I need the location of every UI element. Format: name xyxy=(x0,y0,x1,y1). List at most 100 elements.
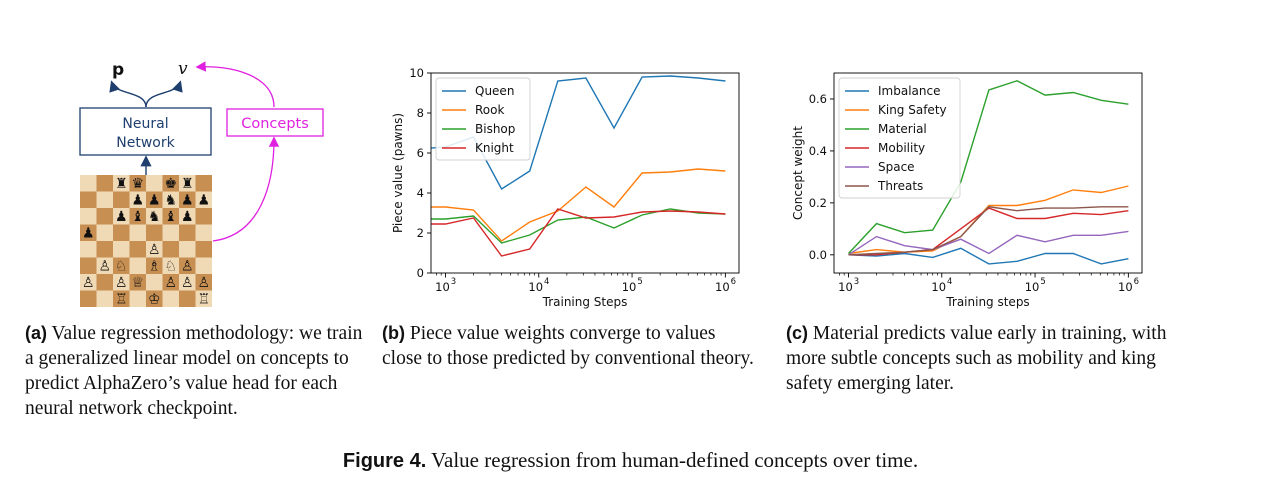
board-square xyxy=(80,241,97,258)
legend-label: Bishop xyxy=(475,122,515,136)
chess-piece: ♟ xyxy=(148,193,161,209)
legend-label: Threats xyxy=(877,179,923,193)
legend-label: Space xyxy=(878,160,915,174)
chess-piece: ♙ xyxy=(181,275,194,291)
chess-piece: ♕ xyxy=(131,275,144,291)
board-square xyxy=(113,241,130,258)
chess-piece: ♙ xyxy=(148,242,161,258)
chess-piece: ♖ xyxy=(115,292,128,308)
board-square xyxy=(179,224,196,241)
board-square xyxy=(96,191,113,208)
y-tick-label: 0.4 xyxy=(809,144,827,158)
board-square xyxy=(113,290,130,307)
chess-piece: ♜ xyxy=(115,176,128,192)
board-square xyxy=(162,208,179,225)
board-square xyxy=(96,274,113,291)
chess-piece: ♞ xyxy=(148,209,161,225)
y-tick-label: 10 xyxy=(409,66,424,80)
x-axis-label: Training Steps xyxy=(542,295,628,309)
caption-a-label: (a) xyxy=(25,323,47,343)
chess-piece: ♟ xyxy=(131,193,144,209)
board-square xyxy=(146,224,163,241)
chess-piece: ♙ xyxy=(82,275,95,291)
chess-piece: ♗ xyxy=(148,259,161,275)
board-square xyxy=(80,191,97,208)
board-square xyxy=(179,290,196,307)
legend-label: Material xyxy=(878,122,927,136)
board-square xyxy=(195,175,212,192)
legend-label: Queen xyxy=(475,84,514,98)
y-tick-label: 4 xyxy=(417,186,424,200)
chess-piece: ♖ xyxy=(197,292,210,308)
board-square xyxy=(80,224,97,241)
y-axis-label: Piece value (pawns) xyxy=(391,113,405,233)
board-square xyxy=(162,290,179,307)
board-square xyxy=(80,257,97,274)
board-square xyxy=(129,290,146,307)
x-tick-exponent: 3 xyxy=(451,277,456,287)
board-square xyxy=(162,241,179,258)
chess-piece: ♟ xyxy=(82,226,95,242)
legend-label: Knight xyxy=(475,141,514,155)
neural-network-label-line2: Network xyxy=(116,135,175,151)
y-tick-label: 0 xyxy=(417,266,424,280)
caption-c: (c) Material predicts value early in tra… xyxy=(786,321,1196,396)
board-square xyxy=(146,241,163,258)
caption-c-text: Material predicts value early in trainin… xyxy=(786,323,1167,394)
y-tick-label: 0.0 xyxy=(809,248,827,262)
board-square xyxy=(195,257,212,274)
legend-box xyxy=(435,77,531,161)
x-axis-label: Training steps xyxy=(945,295,1029,309)
legend-label: King Safety xyxy=(878,103,947,117)
y-tick-label: 6 xyxy=(417,146,424,160)
axes-frame xyxy=(430,72,740,274)
board-square xyxy=(96,241,113,258)
x-tick-exponent: 4 xyxy=(947,277,952,287)
chess-piece: ♞ xyxy=(164,193,177,209)
board-square xyxy=(129,274,146,291)
board-square xyxy=(179,241,196,258)
series-line-rook xyxy=(431,168,726,242)
board-square xyxy=(129,191,146,208)
legend-box xyxy=(838,77,961,199)
chess-piece: ♟ xyxy=(181,193,194,209)
board-square xyxy=(80,274,97,291)
arrow-to-v xyxy=(145,80,183,108)
series-line-threats xyxy=(848,206,1129,256)
board-square xyxy=(179,274,196,291)
board-square xyxy=(179,175,196,192)
board-square xyxy=(162,257,179,274)
board-square xyxy=(195,241,212,258)
x-tick-label: 10 xyxy=(622,280,637,294)
x-tick-exponent: 6 xyxy=(731,277,736,287)
chess-piece: ♙ xyxy=(115,275,128,291)
board-square xyxy=(162,224,179,241)
board-square xyxy=(162,175,179,192)
series-line-material xyxy=(847,80,1129,254)
chess-piece: ♘ xyxy=(164,259,177,275)
board-square xyxy=(146,208,163,225)
board-square xyxy=(113,257,130,274)
caption-a-text: Value regression methodology: we train a… xyxy=(25,323,363,419)
x-tick-label: 10 xyxy=(931,280,946,294)
chess-piece: ♟ xyxy=(197,193,210,209)
board-square xyxy=(146,290,163,307)
caption-a: (a) Value regression methodology: we tra… xyxy=(25,321,375,421)
board-square xyxy=(129,208,146,225)
y-axis-label: Concept weight xyxy=(791,126,805,220)
board-square xyxy=(195,290,212,307)
chess-piece: ♛ xyxy=(131,176,144,192)
board-square xyxy=(80,175,97,192)
legend-label: Rook xyxy=(475,103,504,117)
board-square xyxy=(179,191,196,208)
board-square xyxy=(129,241,146,258)
methodology-diagram: p v Neural Network Concepts ♜ ♛ ♚ ♜♟ ♟ ♞ ♟ ♟♟ ♝ ♞… xyxy=(79,59,324,308)
x-tick-label: 10 xyxy=(838,280,853,294)
chess-piece: ♙ xyxy=(164,275,177,291)
board-square xyxy=(195,274,212,291)
neural-network-box xyxy=(79,107,212,156)
series-line-space xyxy=(848,230,1129,256)
board-square xyxy=(96,208,113,225)
